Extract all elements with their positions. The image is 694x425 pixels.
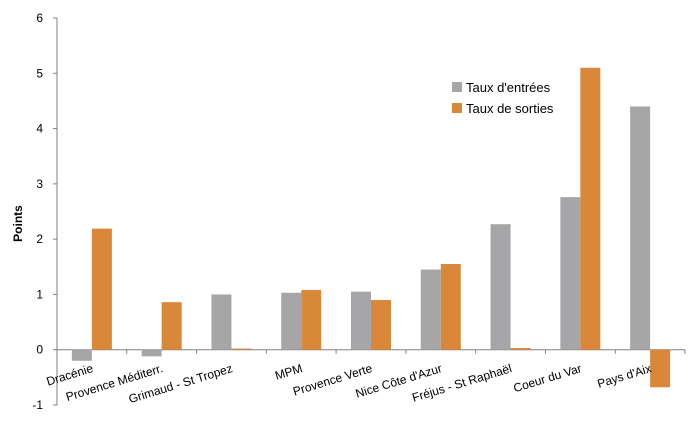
y-tick-label: 0: [36, 343, 43, 357]
bar-entrees: [420, 269, 441, 350]
bar-entrees: [351, 291, 371, 350]
legend-label: Taux de sorties: [466, 101, 554, 116]
legend: Taux d'entrées Taux de sorties: [452, 80, 554, 116]
legend-swatch: [452, 103, 462, 113]
y-tick-label: -1: [32, 398, 43, 412]
y-tick-label: 5: [36, 66, 43, 80]
bar-entrees: [141, 349, 162, 357]
bars: [71, 67, 671, 388]
y-tick-label: 1: [36, 287, 43, 301]
bar-entrees: [71, 349, 92, 361]
bar-sorties: [231, 348, 252, 350]
bar-sorties: [161, 302, 182, 350]
y-tick-labels: -1 0 1 2 3 4 5 6: [32, 11, 43, 412]
y-tick-label: 6: [36, 11, 43, 25]
y-tick-label: 2: [36, 232, 43, 246]
bar-sorties: [371, 299, 391, 350]
bar-sorties: [650, 349, 671, 388]
bar-sorties: [301, 290, 322, 350]
legend-swatch: [452, 82, 462, 92]
bar-sorties: [580, 67, 601, 350]
y-tick-label: 3: [36, 177, 43, 191]
x-tick-label: MPM: [273, 361, 304, 383]
y-tick-label: 4: [36, 122, 43, 136]
bar-entrees: [211, 294, 232, 350]
y-axis-title: Points: [11, 205, 25, 242]
bar-entrees: [281, 292, 302, 350]
bar-sorties: [440, 264, 461, 350]
legend-label: Taux d'entrées: [466, 80, 551, 95]
bar-sorties: [91, 228, 112, 350]
bar-sorties: [510, 348, 531, 350]
bar-entrees: [630, 106, 651, 350]
bar-entrees: [560, 197, 581, 350]
bar-entrees: [490, 224, 511, 350]
x-tick-label: Pays d'Aix: [596, 361, 653, 391]
x-tick-label: Coeur du Var: [512, 361, 583, 395]
